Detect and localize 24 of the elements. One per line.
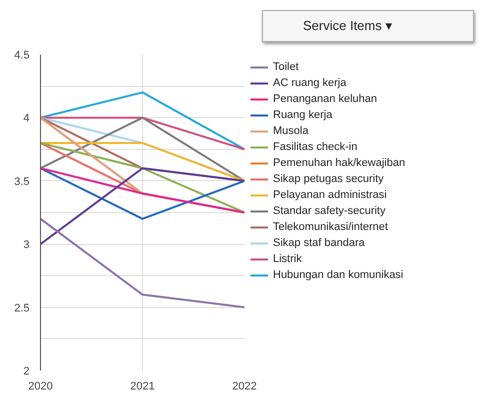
legend-label: Toilet: [273, 60, 299, 74]
y-tick-label: 3: [23, 239, 30, 252]
legend-label: Listrik: [273, 252, 302, 266]
y-tick-label: 4.5: [14, 50, 30, 62]
legend-label: Sikap petugas security: [273, 172, 384, 186]
legend-label: Pelayanan administrasi: [273, 188, 387, 202]
legend-label: Sikap staf bandara: [273, 236, 365, 250]
legend-label: AC ruang kerja: [273, 76, 346, 90]
legend-label: Penanganan keluhan: [273, 92, 377, 106]
legend-label: Ruang kerja: [273, 108, 332, 122]
y-tick-label: 2.5: [14, 302, 30, 314]
text: Service Items ▾: [303, 17, 392, 35]
x-tick-label: 2022: [232, 380, 257, 392]
legend-label: Standar safety-security: [273, 204, 386, 218]
x-tick-label: 2021: [130, 380, 155, 392]
legend-label: Musola: [273, 124, 308, 138]
legend-label: Pemenuhan hak/kewajiban: [273, 156, 406, 170]
legend-label: Fasilitas check-in: [273, 140, 358, 154]
x-tick-label: 2020: [28, 380, 53, 392]
y-tick-label: 2: [23, 366, 30, 378]
y-tick-label: 4: [23, 112, 30, 125]
legend-label: Hubungan dan komunikasi: [273, 268, 404, 282]
legend-label: Telekomunikasi/internet: [273, 220, 388, 234]
y-tick-label: 3.5: [14, 176, 30, 188]
